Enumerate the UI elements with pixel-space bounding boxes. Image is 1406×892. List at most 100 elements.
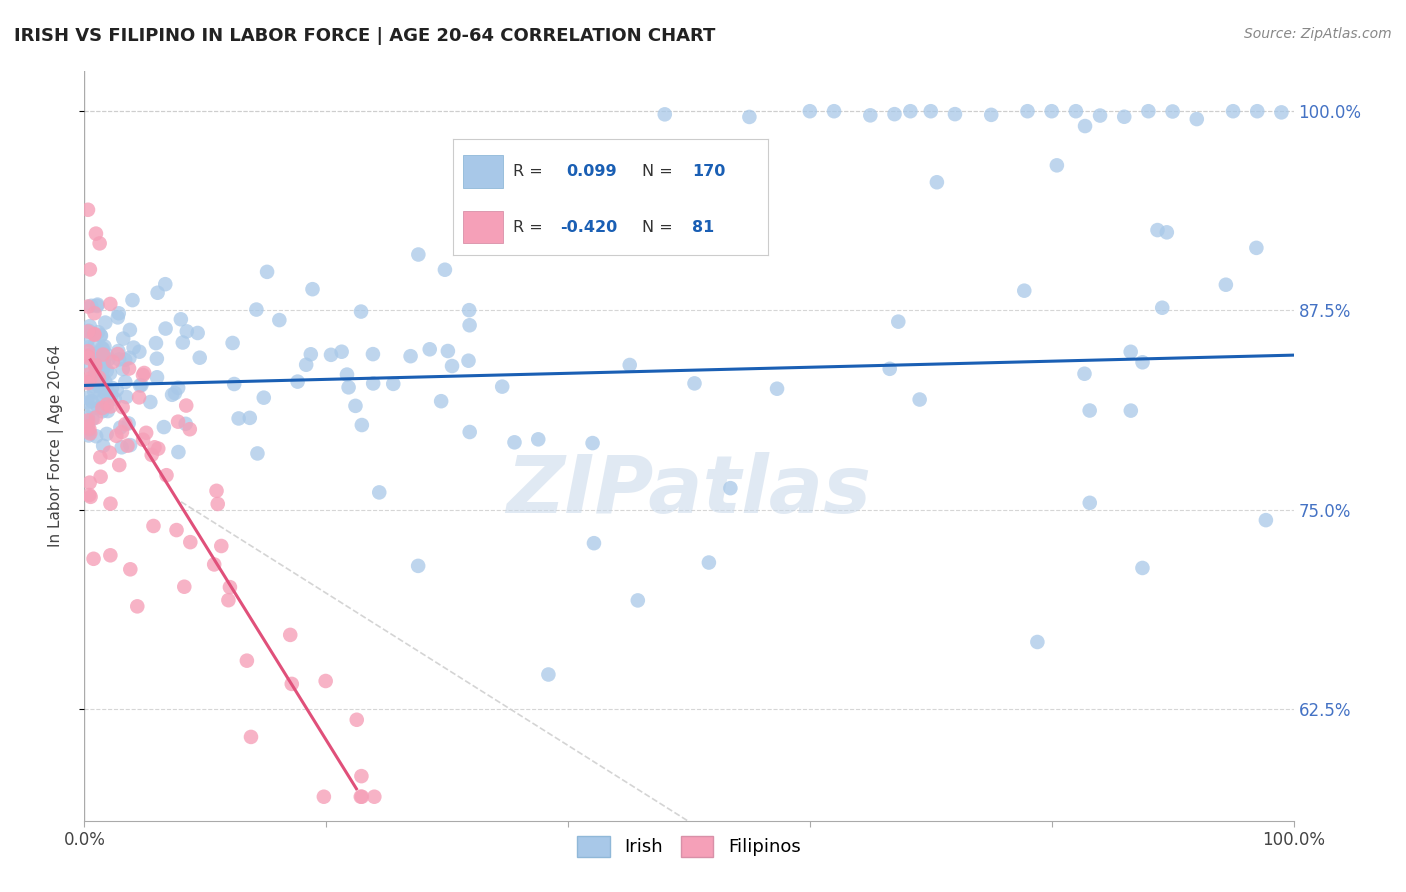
Point bbox=[83, 551, 105, 566]
Point bbox=[167, 445, 190, 459]
Point bbox=[83, 327, 105, 342]
Point bbox=[1222, 104, 1244, 119]
Point bbox=[920, 104, 942, 119]
Point bbox=[176, 324, 198, 338]
Point bbox=[1088, 109, 1111, 123]
Point bbox=[77, 359, 100, 373]
Point bbox=[114, 352, 136, 367]
Point bbox=[91, 348, 114, 362]
Point bbox=[209, 539, 232, 553]
Point bbox=[112, 332, 135, 346]
Point bbox=[1040, 104, 1063, 119]
Point bbox=[224, 377, 246, 392]
Point bbox=[1073, 367, 1095, 381]
Point bbox=[134, 366, 156, 380]
Point bbox=[382, 376, 405, 391]
Point bbox=[105, 383, 128, 397]
Point bbox=[1017, 104, 1039, 119]
Point bbox=[89, 236, 111, 251]
Point bbox=[160, 388, 183, 402]
Point bbox=[94, 385, 117, 400]
Point bbox=[491, 379, 513, 393]
Point bbox=[84, 358, 107, 372]
Point bbox=[91, 404, 114, 418]
Point bbox=[118, 323, 141, 337]
Point bbox=[217, 593, 239, 607]
Point bbox=[148, 442, 170, 456]
Point bbox=[89, 450, 111, 465]
Point bbox=[519, 216, 541, 230]
Point bbox=[766, 382, 789, 396]
Text: Source: ZipAtlas.com: Source: ZipAtlas.com bbox=[1244, 27, 1392, 41]
Point bbox=[187, 326, 209, 340]
Point bbox=[153, 420, 176, 434]
Point bbox=[205, 483, 228, 498]
Point bbox=[1246, 241, 1268, 255]
Point bbox=[83, 368, 105, 382]
Point bbox=[129, 378, 152, 392]
Point bbox=[132, 433, 155, 447]
Point bbox=[108, 458, 131, 472]
Point bbox=[110, 420, 132, 434]
Point bbox=[1146, 223, 1168, 237]
Text: ZIPatlas: ZIPatlas bbox=[506, 452, 872, 530]
Point bbox=[1114, 110, 1136, 124]
Point bbox=[883, 107, 905, 121]
Point bbox=[77, 344, 100, 359]
Point bbox=[82, 412, 104, 426]
Point bbox=[1137, 104, 1160, 119]
Point bbox=[350, 769, 373, 783]
Point bbox=[77, 351, 100, 365]
Point bbox=[132, 368, 155, 382]
Point bbox=[77, 202, 100, 217]
Point bbox=[79, 488, 101, 502]
Point bbox=[350, 789, 373, 804]
Point bbox=[219, 580, 242, 594]
Point bbox=[361, 376, 384, 391]
Point bbox=[166, 523, 188, 537]
Point bbox=[363, 789, 385, 804]
Point bbox=[943, 107, 966, 121]
Point bbox=[87, 345, 110, 359]
Point bbox=[368, 485, 391, 500]
Point bbox=[77, 333, 100, 347]
Point bbox=[86, 297, 108, 311]
Point bbox=[859, 108, 882, 122]
Point bbox=[128, 390, 150, 404]
Point bbox=[155, 277, 177, 292]
Point bbox=[79, 490, 101, 504]
Point bbox=[90, 469, 112, 483]
Point bbox=[1161, 104, 1184, 119]
Point bbox=[77, 324, 100, 338]
Point bbox=[155, 468, 177, 483]
Point bbox=[141, 448, 163, 462]
Point bbox=[361, 347, 384, 361]
Point bbox=[980, 108, 1002, 122]
Point bbox=[117, 417, 139, 431]
Point bbox=[145, 336, 167, 351]
Point bbox=[179, 535, 201, 549]
Point bbox=[738, 110, 761, 124]
Point bbox=[79, 422, 101, 436]
Point bbox=[94, 375, 117, 389]
Point bbox=[799, 104, 821, 119]
Point bbox=[83, 379, 105, 393]
Point bbox=[80, 299, 103, 313]
Point bbox=[104, 392, 127, 406]
Point bbox=[84, 227, 107, 241]
Point bbox=[1014, 284, 1036, 298]
Point bbox=[823, 104, 845, 119]
Point bbox=[537, 667, 560, 681]
Point bbox=[100, 388, 122, 402]
Point bbox=[91, 393, 114, 408]
Point bbox=[79, 475, 101, 490]
Point bbox=[79, 426, 101, 441]
Point bbox=[93, 339, 115, 353]
Point bbox=[330, 344, 353, 359]
Point bbox=[101, 355, 124, 369]
Point bbox=[84, 359, 107, 374]
Legend: Irish, Filipinos: Irish, Filipinos bbox=[569, 829, 808, 864]
Point bbox=[93, 355, 115, 369]
Point bbox=[399, 349, 422, 363]
Point bbox=[79, 319, 101, 334]
